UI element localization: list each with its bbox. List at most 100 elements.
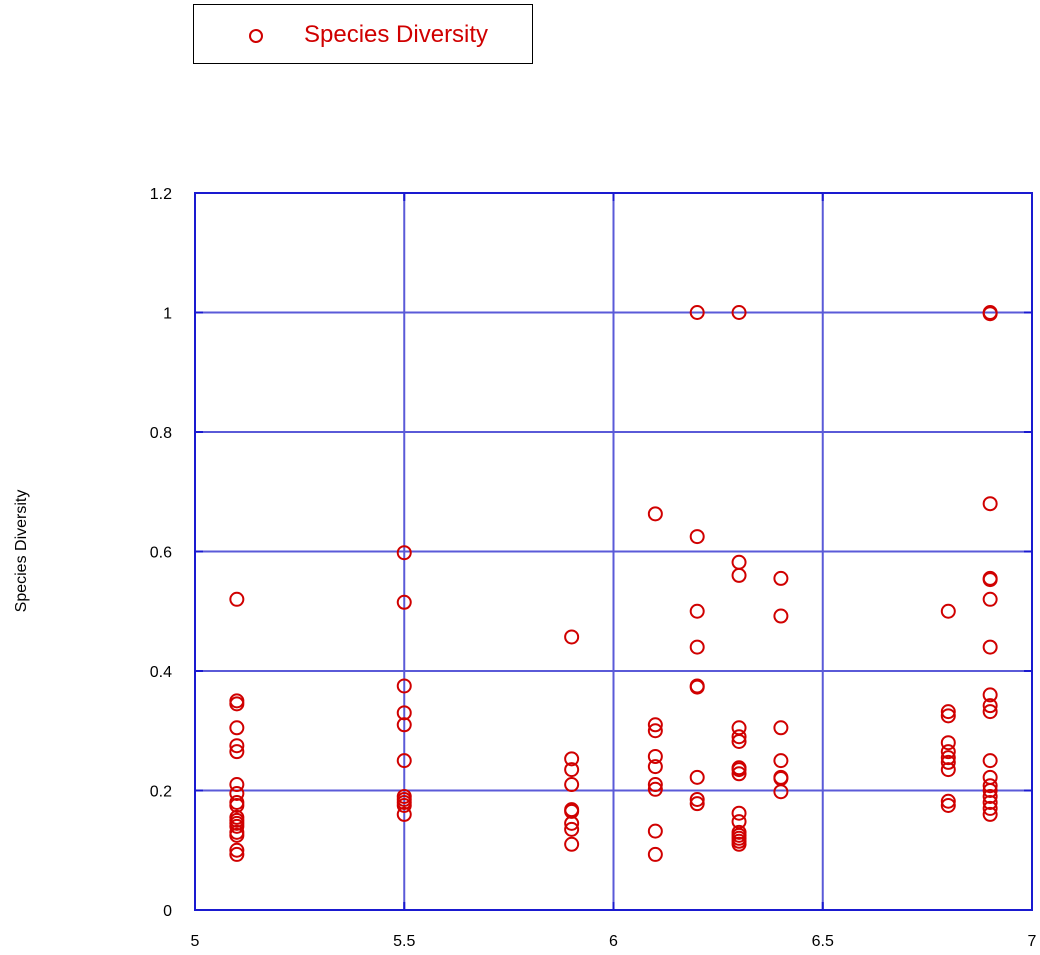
data-point	[229, 827, 245, 843]
data-point	[731, 805, 747, 821]
data-point	[982, 639, 998, 655]
data-point	[689, 305, 705, 320]
data-point	[229, 794, 245, 810]
data-point	[982, 794, 998, 810]
y-tick-label: 1	[163, 306, 172, 323]
data-point	[229, 744, 245, 760]
data-point	[229, 846, 245, 862]
data-point	[773, 608, 789, 624]
y-tick-label: 0.4	[150, 664, 172, 681]
data-point	[396, 753, 412, 769]
y-tick-label: 0.2	[150, 784, 172, 801]
data-point	[731, 554, 747, 570]
x-tick-label: 5.5	[393, 933, 415, 950]
data-point	[396, 705, 412, 721]
data-point	[564, 836, 580, 852]
x-tick-label: 6	[609, 933, 618, 950]
data-point	[647, 781, 663, 797]
data-point	[564, 629, 580, 645]
data-point	[982, 788, 998, 804]
y-tick-label: 1.2	[150, 186, 172, 203]
tick-marks	[194, 192, 1033, 911]
data-point	[229, 842, 245, 858]
data-point	[229, 785, 245, 801]
data-point	[773, 753, 789, 769]
data-point	[731, 734, 747, 750]
data-point	[229, 720, 245, 736]
data-point	[229, 696, 245, 712]
data-point	[940, 750, 956, 766]
data-point	[647, 717, 663, 733]
data-point	[982, 572, 998, 588]
data-point	[396, 717, 412, 733]
data-point	[982, 806, 998, 822]
data-point	[982, 753, 998, 769]
x-tick-label: 7	[1028, 933, 1037, 950]
data-point	[773, 784, 789, 800]
data-point	[731, 836, 747, 852]
data-point	[396, 797, 412, 813]
data-point	[229, 591, 245, 607]
data-point	[647, 823, 663, 839]
data-point	[982, 778, 998, 794]
data-point	[773, 720, 789, 736]
data-point	[564, 815, 580, 831]
x-tick-labels: 5 5.5 6 6.5 7	[191, 933, 1037, 950]
data-point	[940, 735, 956, 751]
data-point	[689, 603, 705, 619]
data-point	[982, 306, 998, 322]
data-point	[982, 687, 998, 703]
data-point	[982, 698, 998, 714]
data-point	[564, 821, 580, 837]
data-point	[982, 783, 998, 798]
data-point	[229, 818, 245, 834]
data-point	[647, 846, 663, 862]
data-point	[647, 506, 663, 522]
data-point	[564, 751, 580, 767]
x-tick-label: 6.5	[812, 933, 834, 950]
legend: Species Diversity	[193, 4, 533, 64]
data-point	[982, 591, 998, 607]
data-point	[647, 723, 663, 739]
data-point	[940, 708, 956, 724]
data-point	[940, 762, 956, 778]
y-tick-labels: 0 0.2 0.4 0.6 0.8 1 1.2	[150, 186, 172, 920]
data-point	[689, 769, 705, 785]
data-point	[940, 603, 956, 619]
y-tick-label: 0.8	[150, 425, 172, 442]
data-point	[689, 529, 705, 545]
grid-lines	[194, 192, 1033, 911]
data-point	[229, 777, 245, 793]
data-point	[689, 679, 705, 695]
data-point	[982, 800, 998, 816]
data-point	[564, 762, 580, 778]
data-point	[940, 797, 956, 813]
y-tick-label: 0.6	[150, 545, 172, 562]
data-point	[731, 762, 747, 778]
data-point	[773, 570, 789, 586]
data-point	[940, 704, 956, 720]
y-tick-label: 0	[163, 903, 172, 920]
data-point	[647, 759, 663, 775]
data-point	[229, 738, 245, 754]
data-point	[940, 754, 956, 770]
data-point	[229, 797, 245, 813]
data-point	[229, 693, 245, 709]
data-point	[396, 678, 412, 694]
legend-label: Species Diversity	[304, 21, 489, 48]
y-axis-label: Species Diversity	[13, 489, 30, 613]
data-points	[229, 305, 998, 862]
data-point	[940, 744, 956, 760]
data-point	[689, 791, 705, 807]
data-point	[940, 793, 956, 809]
data-point	[982, 496, 998, 512]
data-point	[982, 704, 998, 720]
data-point	[647, 748, 663, 764]
data-point	[731, 766, 747, 782]
data-point	[396, 594, 412, 610]
data-point	[689, 639, 705, 655]
data-point	[396, 545, 412, 561]
data-point	[689, 796, 705, 812]
x-tick-label: 5	[191, 933, 200, 950]
